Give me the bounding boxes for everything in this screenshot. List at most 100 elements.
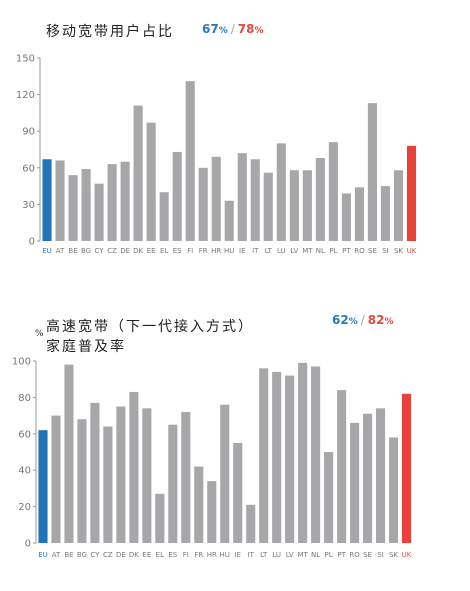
x-tick-label: SK: [389, 551, 398, 559]
x-tick-label: IE: [234, 551, 241, 559]
x-tick-label: RO: [349, 551, 360, 559]
x-tick-label: HR: [207, 551, 217, 559]
x-tick-label: EU: [38, 551, 48, 559]
x-tick-label: UK: [402, 551, 412, 559]
y-tick-label: 0: [25, 539, 31, 550]
x-tick-label: PT: [337, 551, 346, 559]
x-tick-label: CY: [95, 247, 105, 255]
x-tick-label: CZ: [103, 551, 113, 559]
bar-cz: [107, 164, 117, 241]
x-tick-label: MT: [297, 551, 308, 559]
bar-bg: [81, 169, 91, 241]
x-tick-label: LU: [277, 247, 286, 255]
x-tick-label: PL: [325, 551, 333, 559]
bar-fi: [181, 411, 191, 543]
legend-eu-pct: %: [348, 317, 358, 327]
bar-at: [51, 415, 61, 543]
legend-uk: 78%: [238, 22, 264, 36]
bar-lu: [276, 143, 286, 241]
legend-uk-pct: %: [384, 317, 394, 327]
bar-ie: [237, 153, 247, 241]
bar-lv: [285, 375, 295, 543]
legend-eu-value: 67: [202, 22, 219, 36]
x-tick-label: EL: [160, 247, 168, 255]
x-tick-label: DK: [129, 551, 139, 559]
bar-cy: [94, 183, 104, 241]
legend-eu: 67%: [202, 22, 228, 36]
bar-cz: [103, 426, 113, 543]
bar-ee: [146, 122, 156, 241]
x-tick-label: BE: [68, 247, 77, 255]
bar-ro: [354, 187, 364, 241]
x-tick-label: RO: [354, 247, 365, 255]
x-tick-label: CY: [90, 551, 100, 559]
bar-fr: [194, 466, 204, 543]
bar-pt: [337, 390, 347, 543]
x-tick-label: LT: [260, 551, 268, 559]
chart-title-line: 高速宽带（下一代接入方式）: [46, 319, 254, 335]
x-tick-label: ES: [168, 551, 177, 559]
bar-it: [250, 159, 260, 241]
x-tick-label: NL: [316, 247, 325, 255]
legend-uk-pct: %: [254, 26, 264, 36]
bar-uk: [401, 393, 412, 543]
y-tick-label: 40: [18, 466, 31, 477]
bar-mt: [302, 170, 312, 241]
legend: 67%/78%: [202, 22, 264, 36]
bar-si: [380, 186, 391, 241]
bar-fi: [185, 81, 195, 242]
x-tick-label: IT: [252, 247, 259, 255]
bar-hu: [224, 200, 234, 241]
y-tick-label: 100: [12, 357, 31, 368]
bar-eu: [42, 159, 52, 241]
x-tick-label: LV: [286, 551, 294, 559]
x-tick-label: BE: [64, 551, 73, 559]
bar-hu: [220, 404, 230, 543]
x-tick-label: SE: [368, 247, 377, 255]
x-tick-label: DE: [120, 247, 130, 255]
chart-title: 移动宽带用户占比: [46, 22, 174, 42]
bar-hr: [207, 481, 217, 543]
x-tick-label: LV: [290, 247, 298, 255]
bar-pl: [328, 142, 338, 241]
bar-pl: [324, 452, 334, 543]
y-tick-label: 60: [22, 163, 35, 174]
x-tick-label: AT: [56, 247, 65, 255]
legend: 62%/82%: [332, 313, 394, 327]
bar-se: [363, 413, 373, 543]
x-tick-label: FI: [183, 551, 189, 559]
x-tick-label: BG: [81, 247, 91, 255]
x-tick-label: SK: [394, 247, 403, 255]
bar-dk: [133, 105, 143, 241]
bar-de: [120, 161, 130, 241]
x-tick-label: HU: [220, 551, 230, 559]
y-unit-label: %: [35, 329, 44, 339]
y-tick-label: 60: [18, 429, 31, 440]
y-tick-label: 20: [18, 502, 31, 513]
x-tick-label: EL: [156, 551, 164, 559]
bar-ie: [233, 442, 243, 543]
bar-fr: [198, 167, 208, 241]
x-tick-label: LU: [272, 551, 281, 559]
legend-uk-value: 82: [367, 313, 385, 327]
x-tick-label: NL: [311, 551, 320, 559]
bar-eu: [38, 430, 48, 543]
x-tick-label: ES: [173, 247, 182, 255]
bar-ro: [350, 422, 360, 543]
bar-lu: [272, 371, 282, 543]
x-tick-label: AT: [52, 551, 61, 559]
bar-lt: [263, 172, 273, 241]
x-tick-label: FR: [199, 247, 208, 255]
chart-title-line: 家庭普及率: [46, 339, 126, 355]
bar-sk: [393, 170, 404, 241]
bar-si: [375, 408, 386, 543]
bar-pt: [341, 193, 351, 241]
bar-es: [172, 151, 182, 241]
legend-uk: 82%: [368, 313, 394, 327]
bar-mt: [298, 362, 308, 543]
x-tick-label: EU: [42, 247, 52, 255]
legend-separator: /: [230, 22, 235, 36]
bar-de: [116, 406, 126, 543]
bar-ee: [142, 408, 152, 543]
bar-cy: [90, 402, 100, 543]
